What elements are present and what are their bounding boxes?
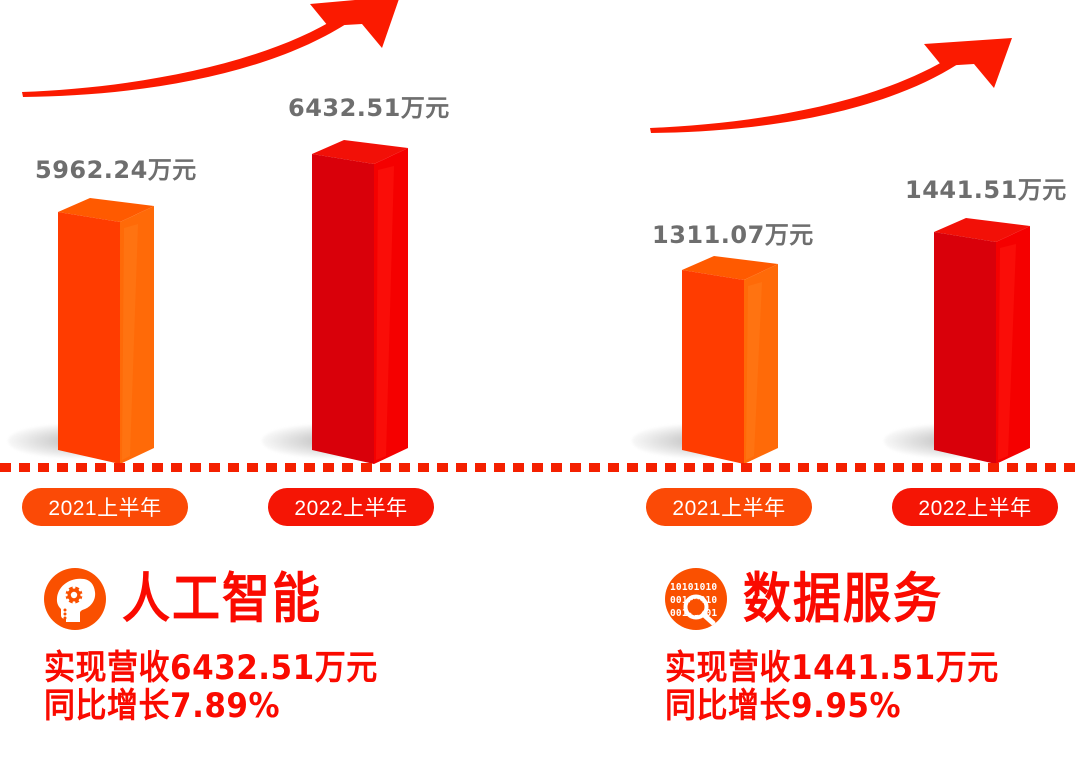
section-data-service-body: 实现营收1441.51万元 同比增长9.95%: [665, 648, 999, 726]
pill-left-2022[interactable]: 2022上半年: [268, 488, 434, 526]
section-data-service-title: 数据服务: [743, 567, 944, 631]
value-label-left-2021: 5962.24万元: [35, 156, 197, 184]
pill-right-2022[interactable]: 2022上半年: [892, 488, 1058, 526]
value-label-right-2022: 1441.51万元: [905, 176, 1067, 204]
section-ai-body: 实现营收6432.51万元 同比增长7.89%: [44, 648, 378, 726]
section-data-service-line-revenue: 实现营收1441.51万元: [665, 648, 999, 688]
section-data-service: 10101010 00100010 00110101 数据服务 实现营收1441…: [665, 568, 999, 726]
pill-right-2021-label: 2021上半年: [672, 497, 786, 520]
pill-right-2022-label: 2022上半年: [918, 497, 1032, 520]
growth-arrow-left-icon: [22, 0, 399, 97]
value-label-right-2021: 1311.07万元: [652, 221, 814, 249]
bar-left-2021: [58, 198, 154, 464]
bar-right-2021: [682, 256, 778, 464]
binary-magnifier-icon: 10101010 00100010 00110101: [665, 568, 727, 630]
ai-head-gear-icon: [44, 568, 106, 630]
section-ai-header: 人工智能: [44, 568, 378, 630]
section-data-service-line-growth: 同比增长9.95%: [665, 685, 902, 726]
bar-right-2022: [934, 218, 1030, 464]
pill-left-2022-label: 2022上半年: [294, 497, 408, 520]
growth-arrow-right-icon: [650, 38, 1012, 133]
section-ai-line-growth: 同比增长7.89%: [44, 685, 281, 726]
baseline-divider: [0, 463, 1080, 472]
binary-row-1: 10101010: [670, 582, 718, 593]
pill-left-2021[interactable]: 2021上半年: [22, 488, 188, 526]
value-label-left-2022: 6432.51万元: [288, 94, 450, 122]
section-ai: 人工智能 实现营收6432.51万元 同比增长7.89%: [44, 568, 378, 726]
section-data-service-header: 10101010 00100010 00110101 数据服务: [665, 568, 999, 630]
section-ai-title: 人工智能: [122, 567, 323, 631]
pill-left-2021-label: 2021上半年: [48, 497, 162, 520]
pill-right-2021[interactable]: 2021上半年: [646, 488, 812, 526]
section-ai-line-revenue: 实现营收6432.51万元: [44, 648, 378, 688]
bar-left-2022: [312, 140, 408, 464]
